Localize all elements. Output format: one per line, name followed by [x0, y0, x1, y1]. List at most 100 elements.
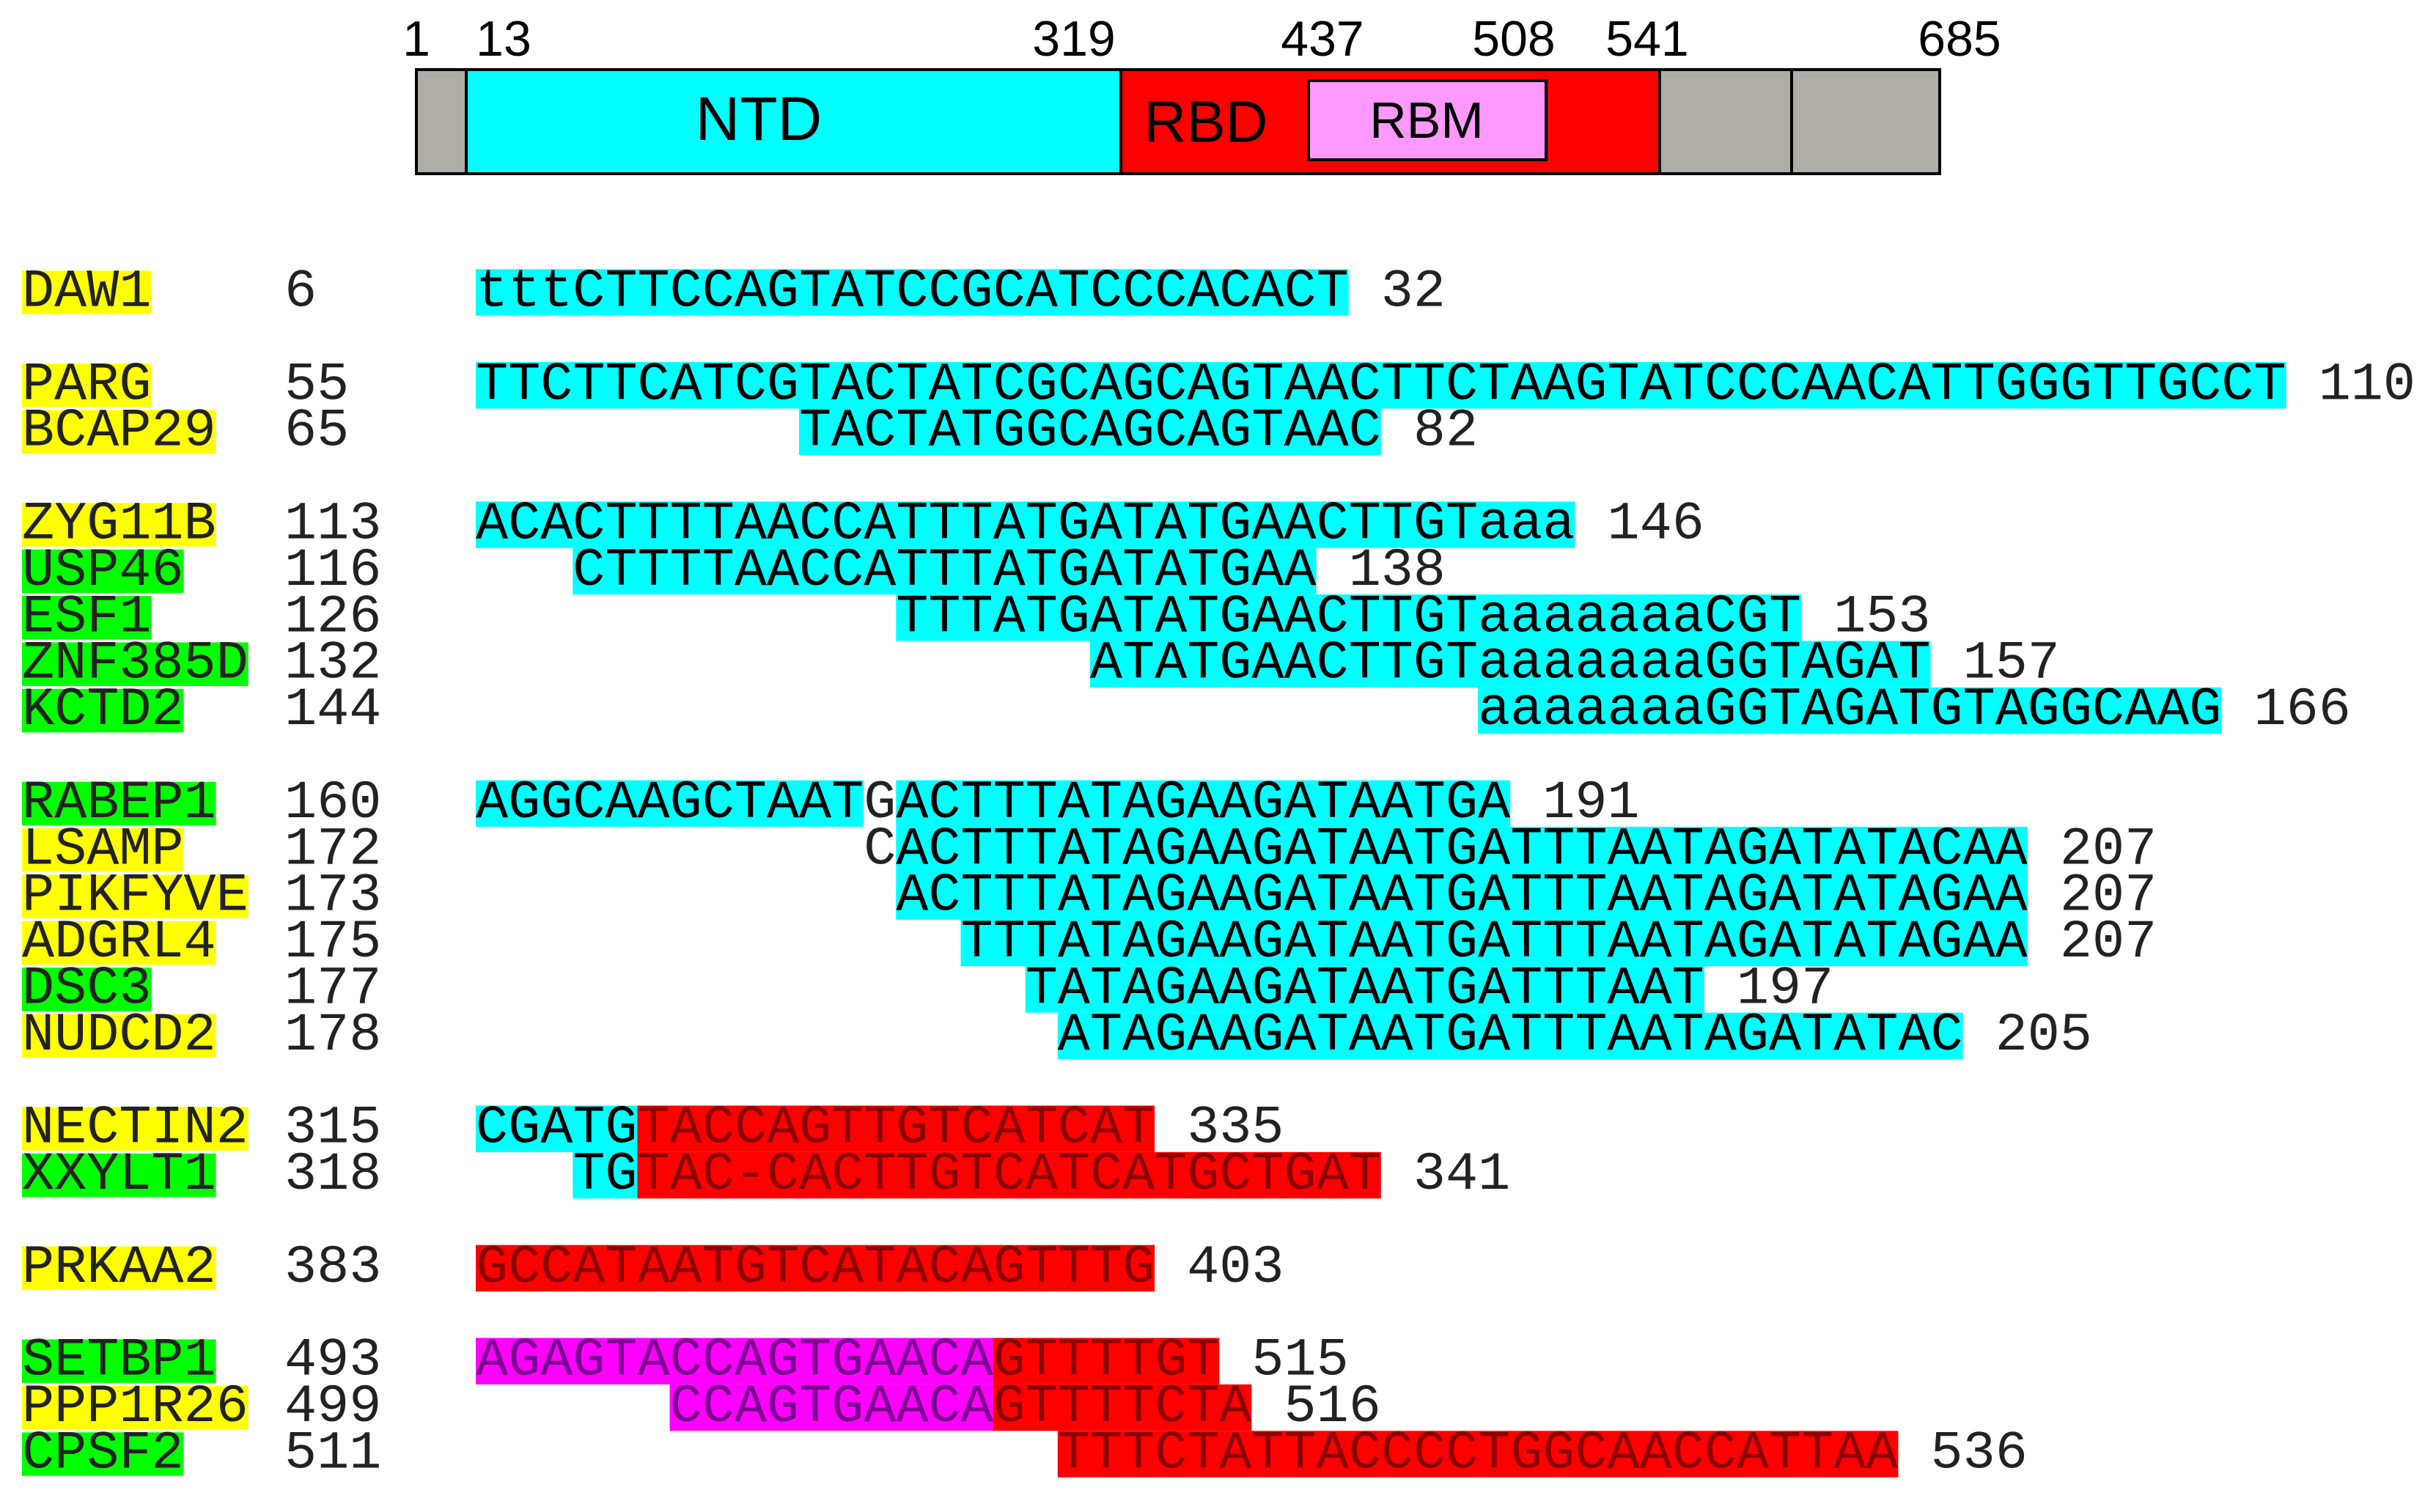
- gene-name: DAW1: [22, 262, 151, 323]
- sequence-highlight: [896, 827, 2028, 874]
- gene-highlight: [22, 1432, 184, 1476]
- ntd-box: [465, 68, 1122, 175]
- sequence-highlight: [1057, 1012, 1963, 1060]
- end-position: 153: [1833, 587, 1930, 648]
- gene-highlight: [22, 828, 184, 872]
- gene-name: RABEP1: [22, 773, 216, 834]
- gene-highlight: [22, 503, 216, 547]
- sequence-highlight: [476, 269, 1349, 316]
- start-position: 65: [284, 402, 349, 462]
- sequence: CGATG: [476, 1099, 638, 1159]
- position-label: 541: [1605, 11, 1688, 67]
- gene-name: USP46: [22, 541, 184, 602]
- gene-highlight: [22, 410, 216, 454]
- domain-label: NTD: [696, 84, 823, 153]
- sequence: AGGCAAGCTAAT: [476, 773, 864, 834]
- end-position: 515: [1251, 1331, 1348, 1392]
- sequence: TAC-CACTTGTCATCATGCTGAT: [638, 1145, 1381, 1206]
- start-position: 173: [284, 866, 381, 927]
- sequence: C: [864, 819, 896, 880]
- position-label: 685: [1918, 11, 2001, 67]
- gene-name: XXYLT1: [22, 1145, 216, 1206]
- sequence-highlight: [1025, 966, 1704, 1013]
- start-position: 318: [284, 1145, 381, 1206]
- gene-name: PARG: [22, 355, 151, 416]
- gene-name: CPSF2: [22, 1424, 184, 1485]
- sequence: ACACTTTTAACCATTTATGATATGAACTTGTaaa: [476, 495, 1575, 556]
- sequence: ATAGAAGATAATGATTTAATAGATATAC: [1058, 1006, 1963, 1066]
- start-position: 315: [284, 1099, 381, 1159]
- sequence-highlight: [993, 1384, 1252, 1431]
- end-position: 207: [2060, 819, 2157, 880]
- end-position: 110: [2319, 355, 2415, 416]
- sequence: TATAGAAGATAATGATTTAAT: [1026, 959, 1704, 1020]
- start-position: 383: [284, 1238, 381, 1299]
- sequence-highlight: [573, 547, 1317, 595]
- sequence: G: [864, 773, 896, 834]
- sequence: TTTCTATTACCCCTGGCAACCATTAA: [1058, 1424, 1899, 1485]
- start-position: 178: [284, 1006, 381, 1066]
- sequence: ACTTTATAGAAGATAATGATTTAATAGATATAGAA: [896, 866, 2028, 927]
- sequence-highlight: [476, 1338, 993, 1384]
- start-position: 126: [284, 587, 381, 648]
- gene-highlight: [22, 781, 216, 826]
- gene-name: NUDCD2: [22, 1006, 216, 1066]
- sequence-highlight: [476, 501, 1575, 548]
- sequence: ACTTTATAGAAGATAATGA: [896, 773, 1511, 834]
- sequence-highlight: [799, 408, 1381, 455]
- sequence: ATATGAACTTGTaaaaaaaGGTAGAT: [1090, 634, 1931, 695]
- position-label: 508: [1472, 11, 1555, 67]
- end-position: 403: [1187, 1238, 1284, 1299]
- end-position: 205: [1995, 1006, 2092, 1066]
- segment: [415, 68, 468, 175]
- gene-highlight: [22, 1153, 216, 1198]
- gene-highlight: [22, 1339, 216, 1383]
- start-position: 493: [284, 1331, 381, 1392]
- sequence: TTTATAGAAGATAATGATTTAATAGATATAGAA: [961, 912, 2028, 973]
- sequence-highlight: [476, 1105, 638, 1152]
- sequence-highlight: [1089, 641, 1931, 687]
- position-label: 13: [476, 11, 531, 67]
- sequence: tttCTTCCAGTATCCGCATCCCACACT: [476, 262, 1349, 323]
- sequence: GTTTTGT: [993, 1331, 1220, 1392]
- sequence: aaaaaaaGGTAGATGTAGGCAAG: [1478, 680, 2221, 741]
- sequence-highlight: [896, 873, 2028, 920]
- gene-name: ADGRL4: [22, 912, 216, 973]
- gene-highlight: [22, 1107, 249, 1151]
- gene-highlight: [22, 1246, 216, 1291]
- domain-bar: [415, 68, 1941, 175]
- sequence-highlight: [476, 1244, 1155, 1292]
- sequence: AGAGTACCAGTGAACA: [476, 1331, 993, 1392]
- end-position: 207: [2060, 912, 2157, 973]
- sequence-highlight: [1478, 687, 2222, 734]
- gene-name: ESF1: [22, 587, 151, 648]
- start-position: 511: [284, 1424, 381, 1485]
- start-position: 116: [284, 541, 381, 602]
- start-position: 177: [284, 959, 381, 1020]
- start-position: 55: [284, 355, 349, 416]
- domain-label: RBM: [1369, 92, 1484, 149]
- gene-highlight: [22, 874, 249, 918]
- start-position: 160: [284, 773, 381, 834]
- sequence: GCCATAATGTCATACAGTTTG: [476, 1238, 1155, 1299]
- segment: [1790, 68, 1941, 175]
- gene-name: ZNF385D: [22, 634, 249, 695]
- start-position: 499: [284, 1377, 381, 1438]
- end-position: 197: [1737, 959, 1833, 1020]
- start-position: 144: [284, 680, 381, 741]
- sequence-highlight: [1057, 1431, 1899, 1478]
- sequence-highlight: [476, 362, 2286, 409]
- sequence: TTTATGATATGAACTTGTaaaaaaaCGT: [896, 587, 1801, 648]
- end-position: 191: [1542, 773, 1639, 834]
- domain-label: RBD: [1144, 89, 1268, 155]
- sequence: TG: [573, 1145, 637, 1206]
- sequence-highlight: [476, 780, 864, 827]
- gene-highlight: [22, 1014, 216, 1058]
- end-position: 341: [1413, 1145, 1510, 1206]
- end-position: 82: [1413, 402, 1478, 462]
- end-position: 157: [1963, 634, 2060, 695]
- gene-name: BCAP29: [22, 402, 216, 462]
- sequence-highlight: [896, 594, 1802, 641]
- end-position: 516: [1284, 1377, 1381, 1438]
